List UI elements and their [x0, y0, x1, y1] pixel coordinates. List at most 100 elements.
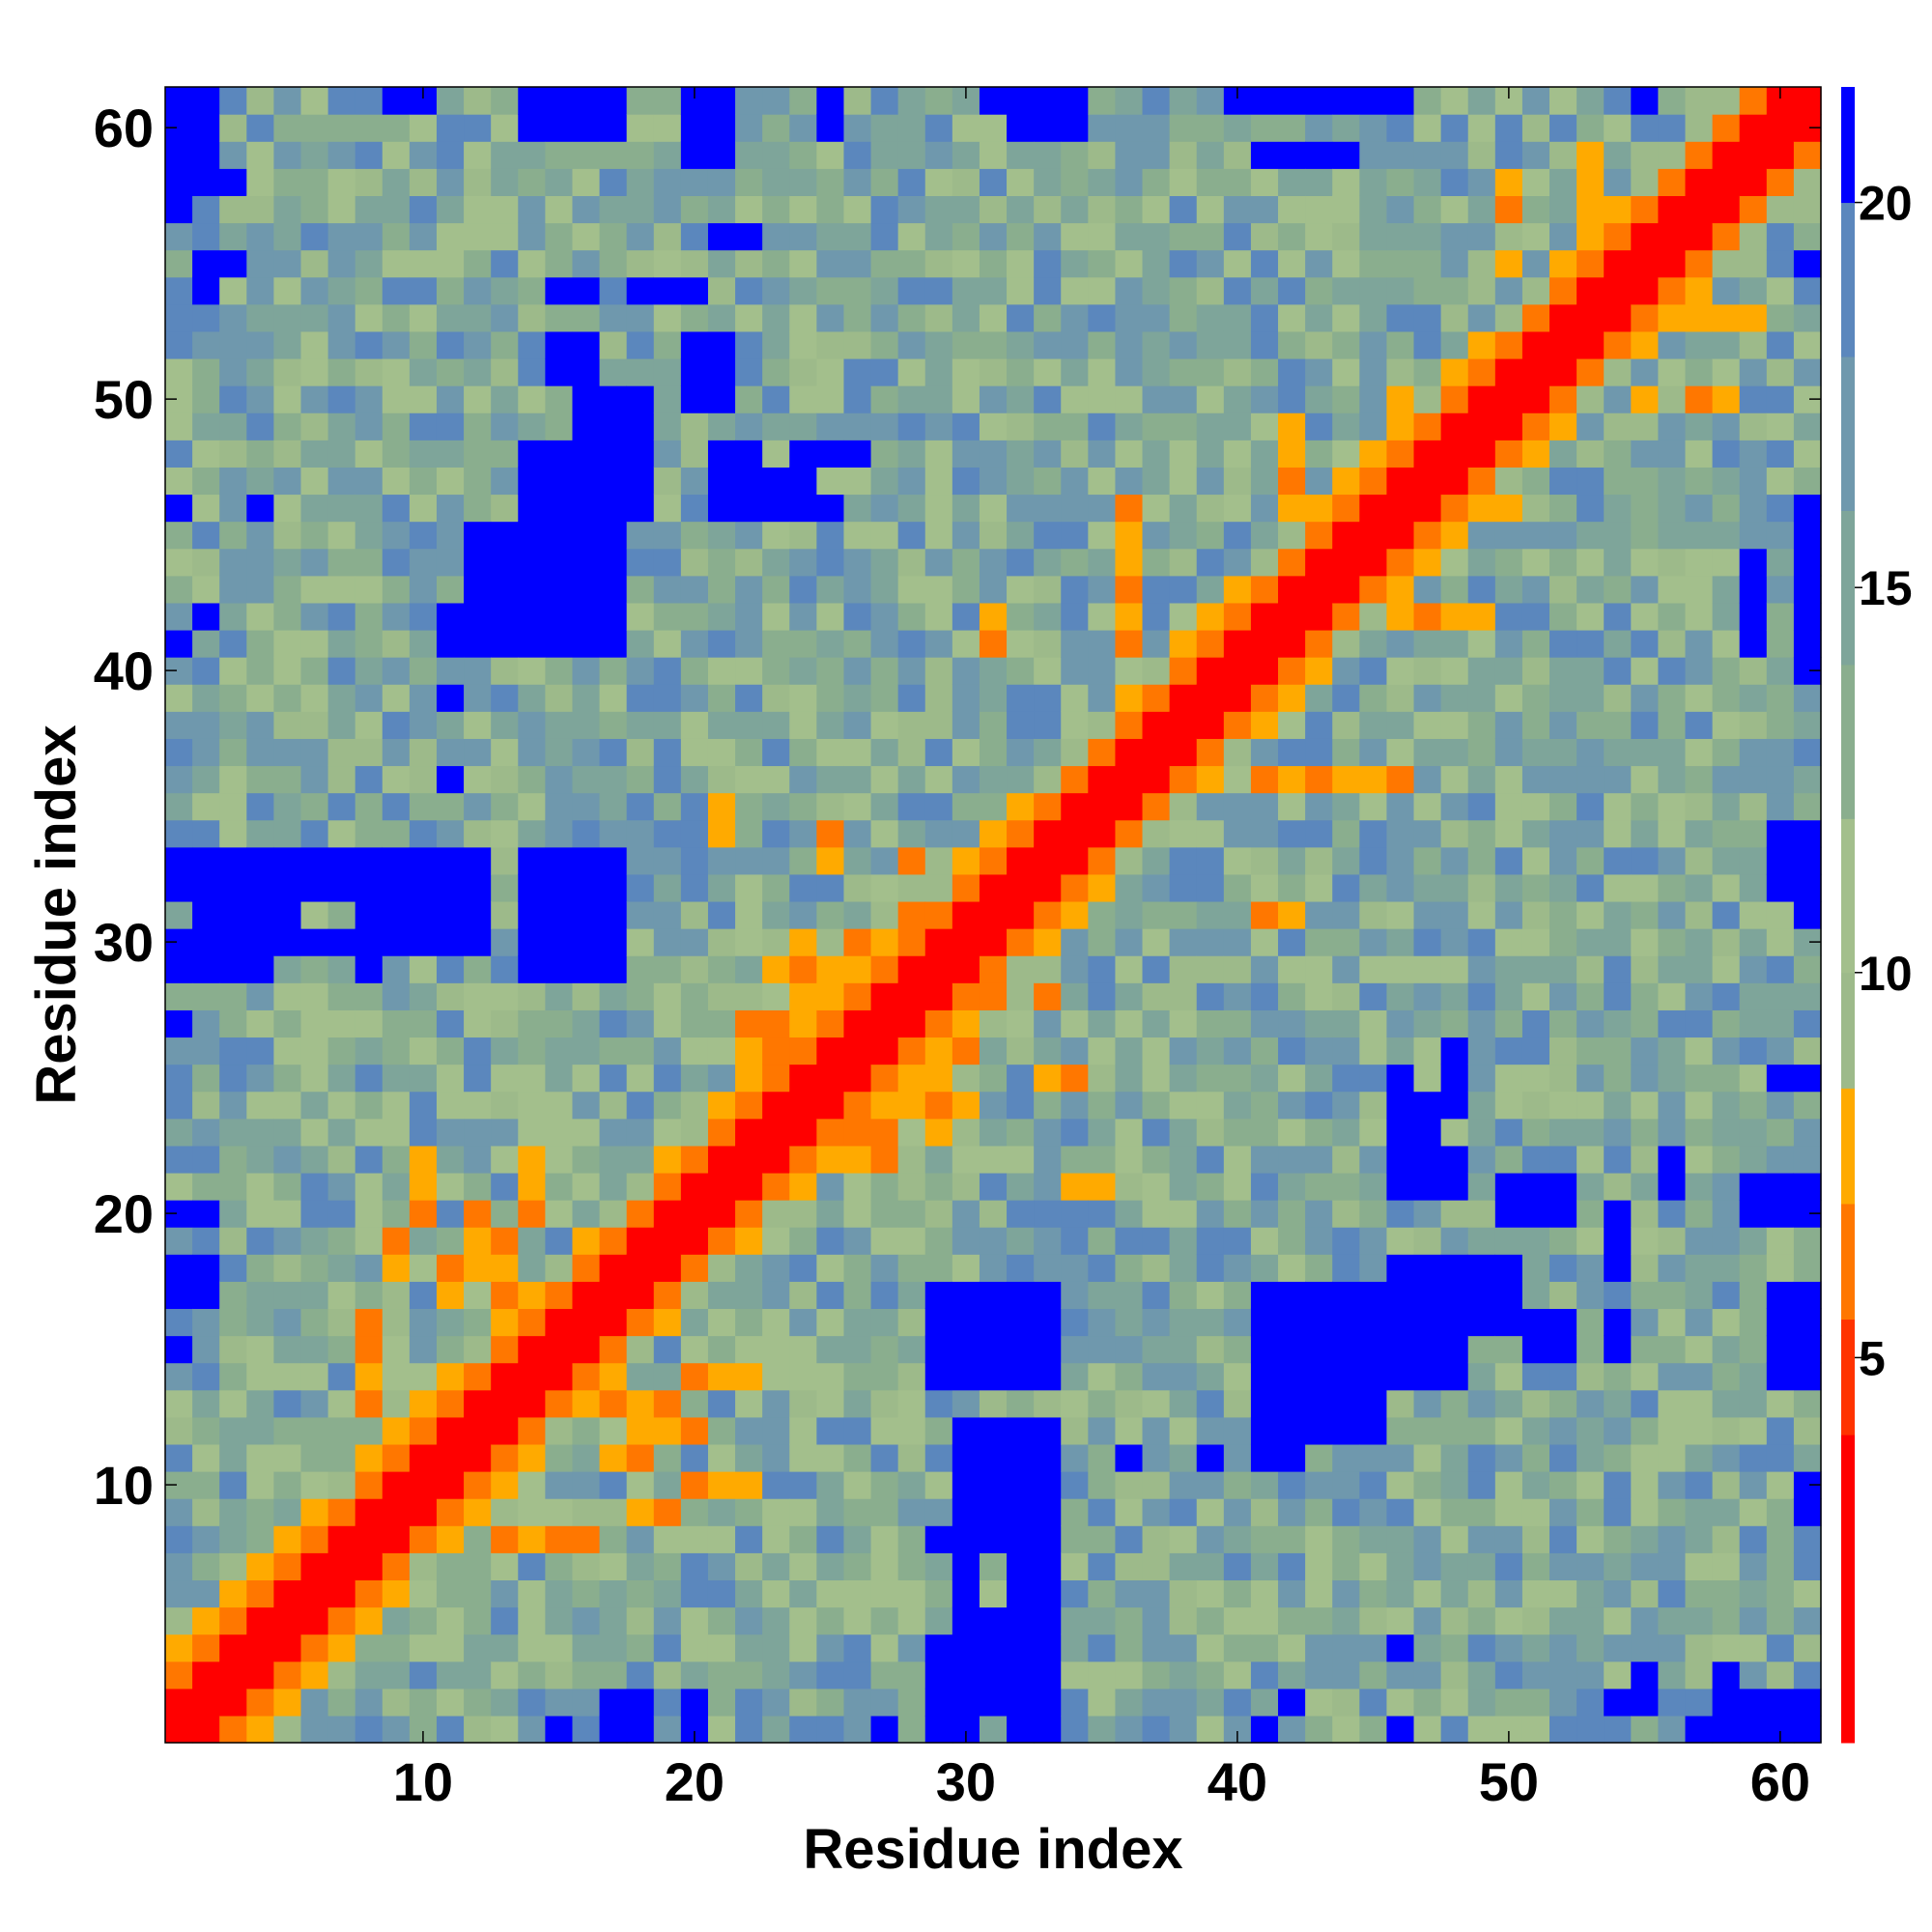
- heatmap-cell: [382, 168, 411, 196]
- heatmap-cell: [1061, 1443, 1089, 1472]
- heatmap-cell: [1386, 1037, 1415, 1065]
- heatmap-cell: [1766, 330, 1795, 359]
- heatmap-cell: [1712, 385, 1741, 413]
- heatmap-cell: [273, 1552, 302, 1581]
- heatmap-cell: [1467, 955, 1496, 983]
- heatmap-cell: [219, 494, 247, 523]
- heatmap-cell: [707, 1661, 736, 1690]
- heatmap-cell: [1739, 412, 1768, 440]
- heatmap-cell: [816, 1362, 845, 1391]
- heatmap-cell: [789, 1715, 817, 1744]
- heatmap-cell: [545, 1335, 574, 1364]
- heatmap-cell: [1739, 114, 1768, 142]
- heatmap-cell: [165, 1389, 193, 1418]
- heatmap-cell: [789, 1362, 817, 1391]
- heatmap-cell: [1196, 440, 1225, 468]
- heatmap-cell: [273, 412, 302, 440]
- heatmap-cell: [1631, 222, 1660, 251]
- heatmap-cell: [1088, 657, 1117, 685]
- heatmap-cell: [300, 1064, 329, 1093]
- heatmap-cell: [1793, 1064, 1822, 1093]
- heatmap-cell: [1604, 1715, 1632, 1744]
- heatmap-cell: [1793, 765, 1822, 794]
- heatmap-cell: [1223, 657, 1252, 685]
- heatmap-cell: [273, 1335, 302, 1364]
- heatmap-cell: [1793, 1525, 1822, 1553]
- heatmap-cell: [518, 1172, 546, 1201]
- heatmap-cell: [436, 1688, 465, 1717]
- heatmap-cell: [1521, 222, 1550, 251]
- heatmap-cell: [1739, 1335, 1768, 1364]
- heatmap-cell: [273, 1281, 302, 1310]
- heatmap-cell: [409, 195, 438, 224]
- heatmap-cell: [1440, 1443, 1469, 1472]
- heatmap-cell: [1332, 412, 1360, 440]
- heatmap-cell: [464, 276, 492, 305]
- heatmap-cell: [1549, 412, 1577, 440]
- heatmap-cell: [653, 1525, 682, 1553]
- heatmap-cell: [1549, 1009, 1577, 1038]
- heatmap-cell: [1793, 440, 1822, 468]
- heatmap-cell: [1440, 1064, 1469, 1093]
- heatmap-cell: [1793, 168, 1822, 196]
- heatmap-cell: [1712, 1172, 1741, 1201]
- heatmap-cell: [599, 1172, 628, 1201]
- heatmap-cell: [1250, 1200, 1279, 1228]
- heatmap-cell: [1467, 792, 1496, 821]
- heatmap-cell: [1766, 684, 1795, 712]
- heatmap-cell: [1521, 114, 1550, 142]
- heatmap-cell: [1604, 1200, 1632, 1228]
- heatmap-cell: [1305, 1254, 1333, 1282]
- heatmap-cell: [1007, 222, 1035, 251]
- heatmap-cell: [1549, 357, 1577, 386]
- heatmap-cell: [897, 1416, 926, 1445]
- heatmap-cell: [653, 1389, 682, 1418]
- heatmap-cell: [409, 1552, 438, 1581]
- heatmap-cell: [382, 1498, 411, 1526]
- heatmap-cell: [952, 1525, 980, 1553]
- heatmap-cell: [789, 1254, 817, 1282]
- heatmap-cell: [1467, 1254, 1496, 1282]
- heatmap-cell: [436, 1037, 465, 1065]
- heatmap-cell: [762, 1688, 790, 1717]
- heatmap-cell: [1440, 276, 1469, 305]
- heatmap-cell: [1658, 1661, 1687, 1690]
- heatmap-cell: [979, 1634, 1008, 1662]
- heatmap-cell: [1386, 928, 1415, 956]
- heatmap-cell: [1034, 1579, 1062, 1608]
- heatmap-cell: [1739, 1227, 1768, 1255]
- heatmap-cell: [1440, 765, 1469, 794]
- heatmap-cell: [436, 303, 465, 332]
- heatmap-cell: [870, 303, 899, 332]
- heatmap-cell: [1142, 1715, 1171, 1744]
- heatmap-cell: [1631, 982, 1660, 1010]
- heatmap-cell: [789, 1498, 817, 1526]
- heatmap-cell: [1739, 1037, 1768, 1065]
- heatmap-cell: [1793, 900, 1822, 929]
- heatmap-cell: [1494, 1443, 1523, 1472]
- heatmap-cell: [870, 521, 899, 550]
- heatmap-cell: [653, 846, 682, 875]
- heatmap-cell: [1115, 738, 1144, 767]
- heatmap-cell: [897, 1064, 926, 1093]
- heatmap-cell: [1521, 1606, 1550, 1635]
- heatmap-cell: [1766, 1064, 1795, 1093]
- heatmap-cell: [246, 249, 274, 278]
- heatmap-cell: [1494, 1471, 1523, 1499]
- heatmap-cell: [1549, 548, 1577, 577]
- heatmap-cell: [1766, 1362, 1795, 1391]
- heatmap-cell: [1250, 521, 1279, 550]
- heatmap-cell: [1007, 1498, 1035, 1526]
- heatmap-cell: [1061, 1389, 1089, 1418]
- heatmap-cell: [924, 1118, 953, 1147]
- heatmap-cell: [1712, 548, 1741, 577]
- heatmap-cell: [464, 1335, 492, 1364]
- heatmap-cell: [1223, 1552, 1252, 1581]
- heatmap-cell: [572, 357, 601, 386]
- heatmap-cell: [1577, 819, 1605, 848]
- heatmap-cell: [1631, 1661, 1660, 1690]
- heatmap-cell: [1278, 1281, 1306, 1310]
- heatmap-cell: [545, 1606, 574, 1635]
- heatmap-cell: [653, 928, 682, 956]
